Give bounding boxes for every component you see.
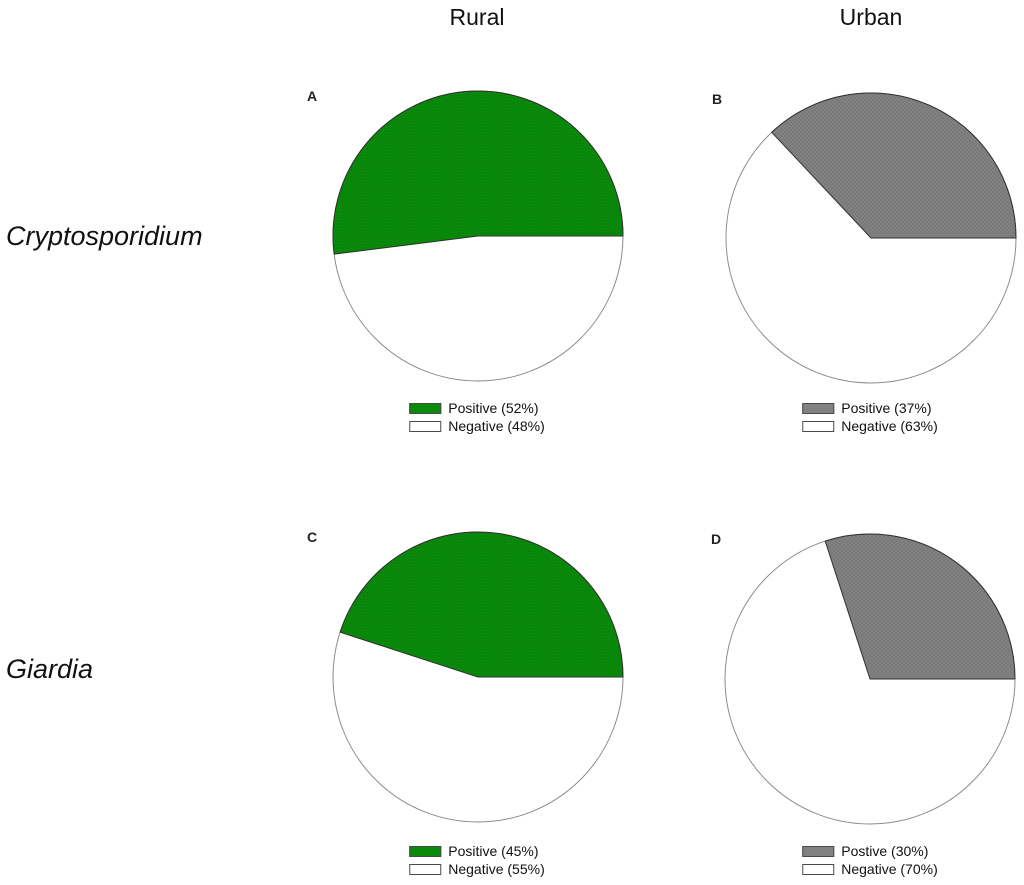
legend-item: Positive (45%) xyxy=(409,842,545,860)
legend-label-negative: Negative (70%) xyxy=(841,861,938,877)
legend-c: Positive (45%) Negative (55%) xyxy=(409,842,545,878)
legend-b: Positive (37%) Negative (63%) xyxy=(802,399,938,435)
column-header-urban: Urban xyxy=(839,4,903,30)
legend-swatch-negative xyxy=(409,863,442,875)
legend-swatch-positive xyxy=(409,402,442,414)
legend-label-negative: Negative (63%) xyxy=(841,418,938,434)
legend-item: Positive (37%) xyxy=(802,399,938,417)
legend-label-positive: Positive (52%) xyxy=(448,400,539,416)
panel-label-d: D xyxy=(711,531,722,547)
pie-chart-rural-giardia xyxy=(332,531,624,823)
legend-item: Negative (48%) xyxy=(409,417,545,435)
legend-label-positive: Positive (37%) xyxy=(841,400,932,416)
panel-label-b: B xyxy=(712,91,723,107)
legend-d: Postive (30%) Negative (70%) xyxy=(802,842,938,878)
legend-item: Negative (55%) xyxy=(409,860,545,878)
legend-swatch-positive xyxy=(802,845,835,857)
legend-swatch-positive xyxy=(802,402,835,414)
row-header-giardia: Giardia xyxy=(6,654,94,684)
legend-label-negative: Negative (55%) xyxy=(448,861,545,877)
legend-label-positive: Positive (45%) xyxy=(448,843,539,859)
panel-label-c: C xyxy=(307,529,318,545)
pie-chart-urban-giardia xyxy=(724,533,1016,825)
legend-item: Negative (63%) xyxy=(802,417,938,435)
legend-swatch-positive xyxy=(409,845,442,857)
column-header-rural: Rural xyxy=(449,4,505,30)
legend-label-positive: Postive (30%) xyxy=(841,843,929,859)
legend-swatch-negative xyxy=(802,863,835,875)
legend-item: Positive (52%) xyxy=(409,399,545,417)
legend-item: Negative (70%) xyxy=(802,860,938,878)
legend-item: Postive (30%) xyxy=(802,842,938,860)
legend-swatch-negative xyxy=(409,420,442,432)
legend-swatch-negative xyxy=(802,420,835,432)
pie-chart-urban-cryptosporidium xyxy=(725,92,1017,384)
row-header-cryptosporidium: Cryptosporidium xyxy=(6,221,203,251)
legend-a: Positive (52%) Negative (48%) xyxy=(409,399,545,435)
legend-label-negative: Negative (48%) xyxy=(448,418,545,434)
pie-chart-rural-cryptosporidium xyxy=(332,90,624,382)
panel-label-a: A xyxy=(307,88,318,104)
